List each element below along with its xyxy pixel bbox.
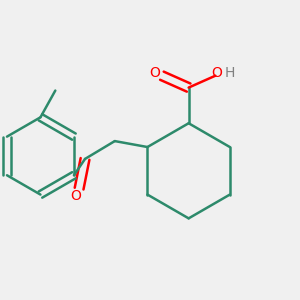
Text: O: O (149, 66, 160, 80)
Text: O: O (212, 66, 222, 80)
Text: H: H (225, 66, 236, 80)
Text: O: O (71, 189, 82, 203)
